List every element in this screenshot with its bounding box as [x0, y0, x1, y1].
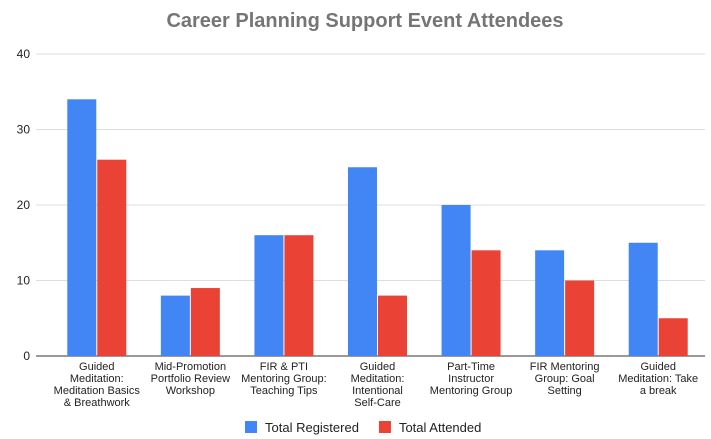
- x-tick-label: Mid-Promotion Portfolio Review Workshop: [151, 361, 231, 397]
- bar: [97, 159, 127, 356]
- x-tick-label: Guided Meditation: Intentional Self-Care: [351, 361, 405, 409]
- bar: [67, 99, 97, 357]
- x-tick-label: FIR Mentoring Group: Goal Setting: [530, 361, 600, 397]
- bar: [284, 235, 314, 356]
- x-tick-label: Guided Meditation: Meditation Basics & Brea…: [54, 361, 141, 409]
- x-tick-label-line: Teaching Tips: [250, 385, 318, 397]
- y-tick-label: 10: [17, 274, 31, 288]
- bar: [535, 250, 565, 356]
- y-tick-label: 0: [23, 349, 30, 363]
- legend-swatch: [245, 421, 257, 433]
- x-tick-label-line: Guided: [640, 361, 675, 373]
- y-tick-label: 40: [17, 47, 31, 61]
- x-tick-label-line: Part-Time: [447, 361, 495, 373]
- x-tick-label-line: & Breathwork: [64, 397, 131, 409]
- x-tick-label-line: Meditation:: [351, 373, 405, 385]
- bar: [160, 295, 190, 356]
- x-tick-label-line: Portfolio Review: [151, 373, 231, 385]
- x-tick-label-line: FIR & PTI: [260, 361, 308, 373]
- legend-swatch: [378, 421, 391, 433]
- x-tick-label-line: Meditation:: [70, 373, 124, 385]
- x-tick-label-line: Mentoring Group:: [241, 373, 327, 385]
- x-tick-label-line: Guided: [79, 361, 114, 373]
- y-tick-label: 20: [17, 198, 31, 212]
- x-tick-label-line: Instructor: [448, 373, 494, 385]
- x-tick-label-line: Workshop: [166, 385, 215, 397]
- legend-label: Total Registered: [265, 420, 359, 435]
- x-tick-label-line: Mentoring Group: [430, 385, 513, 397]
- x-tick-label-line: Meditation Basics: [54, 385, 141, 397]
- x-tick-label-line: Guided: [360, 361, 395, 373]
- x-tick-label-line: FIR Mentoring: [530, 361, 600, 373]
- bar: [348, 167, 377, 356]
- x-tick-label: Guided Meditation: Take a break: [618, 361, 698, 397]
- y-tick-label: 30: [17, 123, 31, 137]
- x-tick-label-line: Group: Goal: [535, 373, 595, 385]
- x-tick-label-line: Intentional: [352, 385, 403, 397]
- bar: [628, 242, 658, 356]
- bar: [471, 250, 501, 356]
- bar: [190, 288, 220, 356]
- bar: [378, 295, 407, 356]
- legend-label: Total Attended: [399, 420, 481, 435]
- x-tick-label-line: Meditation: Take: [618, 373, 698, 385]
- bar: [441, 205, 471, 356]
- bar: [254, 235, 284, 356]
- x-tick-label-line: Mid-Promotion: [155, 361, 227, 373]
- chart-title: Career Planning Support Event Attendees: [166, 10, 563, 32]
- x-tick-label-line: Self-Care: [354, 397, 400, 409]
- x-tick-label-line: Setting: [548, 385, 582, 397]
- x-tick-label-line: a break: [640, 385, 677, 397]
- bar: [658, 318, 688, 356]
- x-tick-label: FIR & PTI Mentoring Group: Teaching Tips: [241, 361, 327, 397]
- x-tick-label: Part-Time Instructor Mentoring Group: [430, 361, 513, 397]
- bar: [565, 280, 595, 356]
